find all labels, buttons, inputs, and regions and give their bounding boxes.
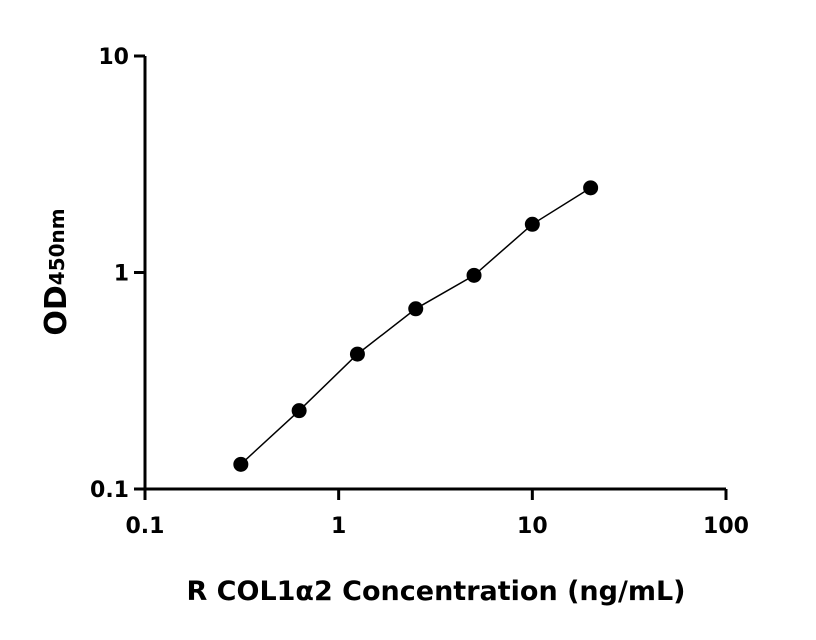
- y-axis-label-main: OD: [39, 285, 74, 335]
- data-point: [583, 180, 599, 196]
- data-point: [349, 346, 365, 362]
- fit-line: [240, 187, 591, 465]
- y-tick-label: 1: [114, 262, 129, 287]
- x-tick-label: 10: [517, 514, 548, 539]
- x-axis-label: R COL1α2 Concentration (ng/mL): [186, 576, 685, 607]
- data-point: [408, 301, 424, 317]
- y-axis-label: OD450nm: [39, 208, 74, 335]
- y-tick-label: 0.1: [90, 478, 129, 503]
- data-point: [524, 216, 540, 232]
- y-axis-label-subscript: 450nm: [45, 208, 69, 285]
- x-tick-label: 100: [703, 514, 749, 539]
- x-tick-label: 1: [331, 514, 346, 539]
- x-tick-label: 0.1: [126, 514, 165, 539]
- data-point: [291, 403, 307, 419]
- y-tick-label: 10: [98, 45, 129, 70]
- data-point: [233, 456, 249, 472]
- data-point: [466, 267, 482, 283]
